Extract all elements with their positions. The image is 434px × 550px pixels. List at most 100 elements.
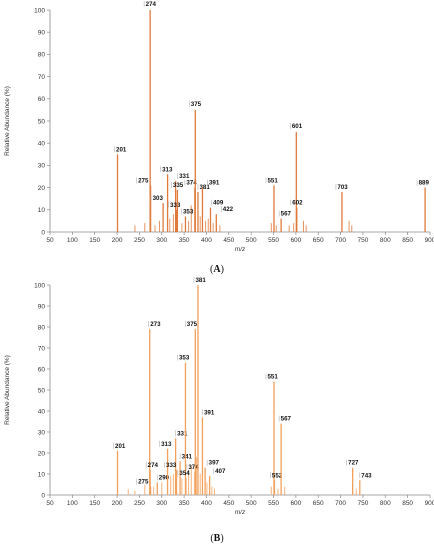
peak-label-727: 727 [348, 460, 359, 467]
y-tick-label: 70 [38, 345, 46, 352]
peak-label-375: 375 [187, 321, 198, 328]
peak-label-275: 275 [138, 479, 149, 486]
peak-label-201: 201 [115, 443, 126, 450]
spectrum-panel-b: 0 10 20 30 40 50 60 70 80 90 100 50 100 150 200 250 300 3… [4, 277, 434, 544]
x-tick-label: 250 [134, 237, 145, 244]
peak-label-397: 397 [209, 460, 220, 467]
x-tick-label: 550 [268, 237, 279, 244]
peak-label-381: 381 [199, 184, 210, 191]
peak-label-551: 551 [267, 374, 278, 381]
y-tick-label: 60 [38, 96, 46, 103]
peak-label-353: 353 [179, 355, 190, 362]
y-tick-label: 60 [38, 366, 46, 373]
y-tick-label: 30 [38, 163, 46, 170]
peak-label-422: 422 [223, 206, 234, 213]
y-axis-title: Relative Abundance (%) [4, 355, 11, 425]
x-tick-label: 250 [134, 500, 145, 507]
peak-label-391: 391 [209, 180, 220, 187]
y-tick-label: 100 [34, 282, 45, 289]
y-tick-label: 70 [38, 74, 46, 81]
peak-label-333: 333 [166, 462, 177, 469]
peak-label-551: 551 [267, 177, 278, 184]
y-tick-label: 80 [38, 324, 46, 331]
x-tick-label: 50 [46, 500, 54, 507]
y-axis-title: Relative Abundance (%) [4, 86, 11, 156]
peak-label-354: 354 [179, 470, 190, 477]
y-tick-label: 20 [38, 450, 46, 457]
x-tick-label: 350 [179, 500, 190, 507]
y-tick-label: 0 [41, 229, 45, 236]
y-tick-label: 50 [38, 118, 46, 125]
y-tick-label: 10 [38, 207, 46, 214]
peak-label-274: 274 [148, 462, 159, 469]
x-tick-label: 900 [425, 237, 434, 244]
peak-label-335: 335 [173, 182, 184, 189]
peak-label-274: 274 [146, 1, 157, 8]
peak-label-409: 409 [213, 200, 224, 207]
peak-label-601: 601 [292, 123, 303, 130]
x-tick-label: 500 [246, 237, 257, 244]
x-axis-title: m/z [235, 246, 246, 253]
peak-label-407: 407 [215, 468, 226, 475]
y-tick-label: 40 [38, 408, 46, 415]
x-tick-label: 400 [201, 500, 212, 507]
peak-label-889: 889 [419, 180, 430, 187]
x-tick-label: 500 [246, 500, 257, 507]
peak-label-703: 703 [337, 184, 348, 191]
x-tick-label: 300 [156, 500, 167, 507]
x-tick-label: 600 [290, 237, 301, 244]
x-tick-label: 550 [268, 500, 279, 507]
x-tick-label: 700 [335, 500, 346, 507]
x-tick-label: 800 [380, 500, 391, 507]
panel-label: (A) [210, 264, 224, 275]
x-tick-label: 100 [67, 237, 78, 244]
x-tick-label: 900 [425, 500, 434, 507]
peak-label-333: 333 [170, 202, 181, 209]
x-tick-label: 700 [335, 237, 346, 244]
x-tick-label: 400 [201, 237, 212, 244]
y-tick-label: 90 [38, 30, 46, 37]
peak-label-303: 303 [153, 195, 164, 202]
x-tick-label: 350 [179, 237, 190, 244]
peak-label-381: 381 [195, 277, 206, 284]
peak-label-353: 353 [183, 208, 194, 215]
x-tick-label: 50 [46, 237, 54, 244]
x-tick-label: 150 [89, 500, 100, 507]
x-tick-label: 200 [112, 500, 123, 507]
peak-label-290: 290 [159, 474, 170, 481]
peak-label-552: 552 [272, 472, 283, 479]
peak-label-331: 331 [179, 173, 190, 180]
y-tick-label: 10 [38, 471, 46, 478]
peak-label-313: 313 [161, 441, 172, 448]
peak-label-602: 602 [292, 200, 303, 207]
peak-label-567: 567 [281, 211, 292, 218]
y-tick-label: 0 [41, 492, 45, 499]
peak-label-391: 391 [204, 409, 215, 416]
peak-label-375: 375 [191, 101, 202, 108]
x-tick-label: 650 [313, 237, 324, 244]
y-tick-label: 100 [34, 7, 45, 14]
y-tick-label: 90 [38, 303, 46, 310]
x-tick-label: 200 [112, 237, 123, 244]
y-tick-label: 50 [38, 387, 46, 394]
x-tick-label: 650 [313, 500, 324, 507]
peak-label-567: 567 [281, 416, 292, 423]
y-tick-label: 30 [38, 429, 46, 436]
peak-label-275: 275 [138, 177, 149, 184]
spectrum-panel-a: 0 10 20 30 40 50 60 70 80 90 100 50 100 150 200 250 300 3… [4, 1, 434, 275]
x-tick-label: 100 [67, 500, 78, 507]
peak-label-331: 331 [177, 430, 188, 437]
peak-label-273: 273 [150, 321, 161, 328]
x-tick-label: 150 [89, 237, 100, 244]
peak-label-374: 374 [186, 180, 197, 187]
peak-label-341: 341 [182, 453, 193, 460]
peak-label-313: 313 [162, 166, 173, 173]
peak-label-374: 374 [188, 464, 199, 471]
x-tick-label: 450 [223, 237, 234, 244]
y-tick-label: 40 [38, 141, 46, 148]
x-tick-label: 800 [380, 237, 391, 244]
panel-label: (B) [210, 533, 223, 544]
x-tick-label: 750 [358, 237, 369, 244]
peak-label-201: 201 [116, 146, 127, 153]
